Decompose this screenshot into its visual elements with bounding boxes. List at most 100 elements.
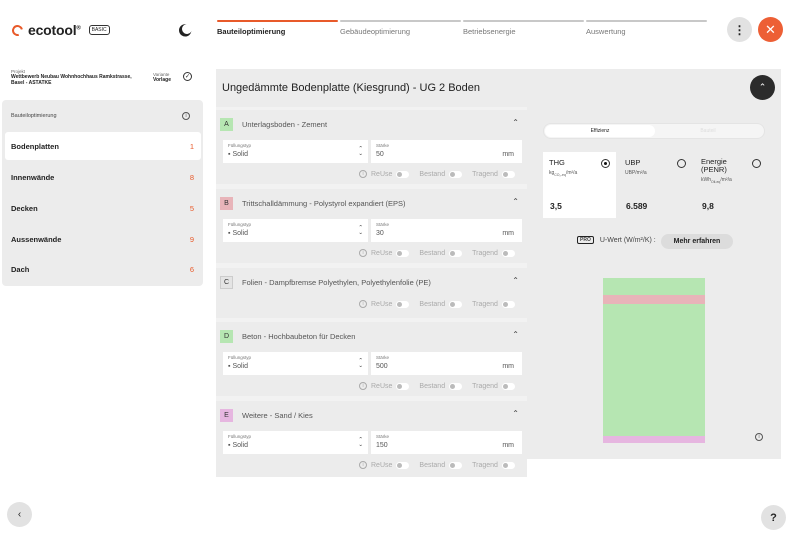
layer-letter: D [220,330,233,343]
nav-item-dach[interactable]: Dach 6 [5,255,201,283]
reuse-toggle[interactable] [396,300,410,308]
bestand-label: Bestand [419,300,446,308]
info-icon[interactable]: i [359,170,367,178]
step-progress-bar [340,20,461,22]
bestand-toggle[interactable] [449,382,463,390]
field-label: Füllungstyp [228,222,252,227]
reuse-toggle[interactable] [396,170,410,178]
metric-radio[interactable] [677,159,686,168]
project-label: Projekt [11,69,26,74]
layer-e: E Weitere - Sand / Kies ⌃ Füllungstyp ▪ S… [216,401,527,477]
tragend-toggle[interactable] [501,382,515,390]
layer-toggles: i ReUse Bestand Tragend [359,382,521,390]
bestand-label: Bestand [419,461,446,469]
layer-name: Weitere - Sand / Kies [242,411,313,420]
field-label: Füllungstyp [228,434,252,439]
thickness-input[interactable]: Stärke 50 mm [371,140,522,163]
step-bauteiloptimierung[interactable]: Bauteiloptimierung [217,20,338,36]
nav-item-count: 9 [189,234,194,244]
chevron-up-icon[interactable]: ⌃ [512,330,519,339]
reuse-toggle[interactable] [396,249,410,257]
unit-sub: Oil-eq [711,180,721,184]
registered-mark: ® [76,25,81,32]
reuse-toggle[interactable] [396,382,410,390]
unit-sub: CO₂-eq [554,173,566,177]
thickness-input[interactable]: Stärke 500 mm [371,352,522,375]
bestand-toggle[interactable] [449,249,463,257]
nav-item-count: 1 [189,141,194,151]
bestand-toggle[interactable] [449,461,463,469]
nav-item-count: 5 [189,203,194,213]
info-icon[interactable]: i [359,249,367,257]
metric-card-ubp[interactable]: UBP UBP/m²/a 6.589 [619,152,692,218]
learn-more-button[interactable]: Mehr erfahren [661,234,733,249]
select-arrows-icon: ⌃ ⌄ [358,358,363,369]
tragend-label: Tragend [472,249,498,257]
info-icon[interactable]: i [359,382,367,390]
tragend-toggle[interactable] [501,300,515,308]
metric-radio[interactable] [601,159,610,168]
help-icon[interactable]: ? [761,505,786,530]
thickness-input[interactable]: Stärke 150 mm [371,431,522,454]
layer-name: Beton - Hochbaubeton für Decken [242,332,356,341]
tragend-toggle[interactable] [501,461,515,469]
segment-bauteil[interactable]: Bauteil [700,128,716,134]
fill-type-select[interactable]: Füllungstyp ▪ Solid ⌃ ⌄ [223,140,368,163]
field-label: Stärke [376,355,390,360]
info-icon[interactable]: i [755,433,763,441]
metric-value: 3,5 [550,201,562,211]
reuse-label: ReUse [371,249,393,257]
step-label: Betriebsenergie [463,27,516,36]
nav-item-aussenwaende[interactable]: Aussenwände 9 [5,225,201,253]
tragend-toggle[interactable] [501,170,515,178]
layer-b: B Trittschalldämmung - Polystyrol expandi… [216,189,527,263]
nav-item-count: 8 [189,172,194,182]
info-icon[interactable]: i [182,112,190,120]
layer-letter: A [220,118,233,131]
tragend-toggle[interactable] [501,249,515,257]
metric-card-energie[interactable]: Energie (PENR) kWhOil-eq/m²/a 9,8 [695,152,767,218]
more-vertical-icon[interactable]: ⋮ [727,17,752,42]
nav-item-bodenplatten[interactable]: Bodenplatten 1 [5,132,201,160]
nav-item-decken[interactable]: Decken 5 [5,194,201,222]
chevron-up-icon[interactable]: ⌃ [512,197,519,206]
segment-effizienz[interactable]: Effizienz [545,125,655,137]
close-icon[interactable]: ✕ [758,17,783,42]
chevron-left-icon[interactable]: ‹ [7,502,32,527]
unit-label: mm [502,230,514,237]
thickness-value: 30 [376,230,384,237]
metric-unit: kWhOil-eq/m²/a [701,177,761,184]
field-value: ▪ Solid [228,442,249,449]
fill-type-select[interactable]: Füllungstyp ▪ Solid ⌃ ⌄ [223,352,368,375]
thickness-input[interactable]: Stärke 30 mm [371,219,522,242]
bestand-label: Bestand [419,382,446,390]
unit-tail: /m²/a [565,170,578,176]
tragend-label: Tragend [472,170,498,178]
project-name-line1: Wettbewerb Neubau Wohnhochhaus Ramkstras… [11,74,132,80]
step-gebaeudeoptimierung[interactable]: Gebäudeoptimierung [340,20,461,36]
info-icon[interactable]: i [359,300,367,308]
fill-type-select[interactable]: Füllungstyp ▪ Solid ⌃ ⌄ [223,219,368,242]
edition-badge: BASIC [88,25,110,35]
moon-icon[interactable] [181,23,193,35]
info-icon[interactable]: i [359,461,367,469]
chevron-up-icon[interactable]: ⌃ [512,276,519,285]
check-circle-icon: ✓ [183,72,192,81]
step-auswertung[interactable]: Auswertung [586,20,707,36]
nav-item-innenwaende[interactable]: Innenwände 8 [5,163,201,191]
layer-name: Trittschalldämmung - Polystyrol expandie… [242,199,406,208]
chevron-up-icon[interactable]: ⌃ [750,75,775,100]
bestand-toggle[interactable] [449,170,463,178]
chevron-up-icon[interactable]: ⌃ [512,409,519,418]
step-betriebsenergie[interactable]: Betriebsenergie [463,20,584,36]
chevron-up-icon[interactable]: ⌃ [512,118,519,127]
reuse-toggle[interactable] [396,461,410,469]
variant-value[interactable]: Vorlage [153,77,171,83]
field-value: ▪ Solid [228,151,249,158]
metric-card-thg[interactable]: THG kgCO₂-eq/m²/a 3,5 [543,152,616,218]
metric-title: UBP [625,158,641,167]
bestand-toggle[interactable] [449,300,463,308]
fill-type-select[interactable]: Füllungstyp ▪ Solid ⌃ ⌄ [223,431,368,454]
fill-value: Solid [232,230,249,237]
metric-radio[interactable] [752,159,761,168]
